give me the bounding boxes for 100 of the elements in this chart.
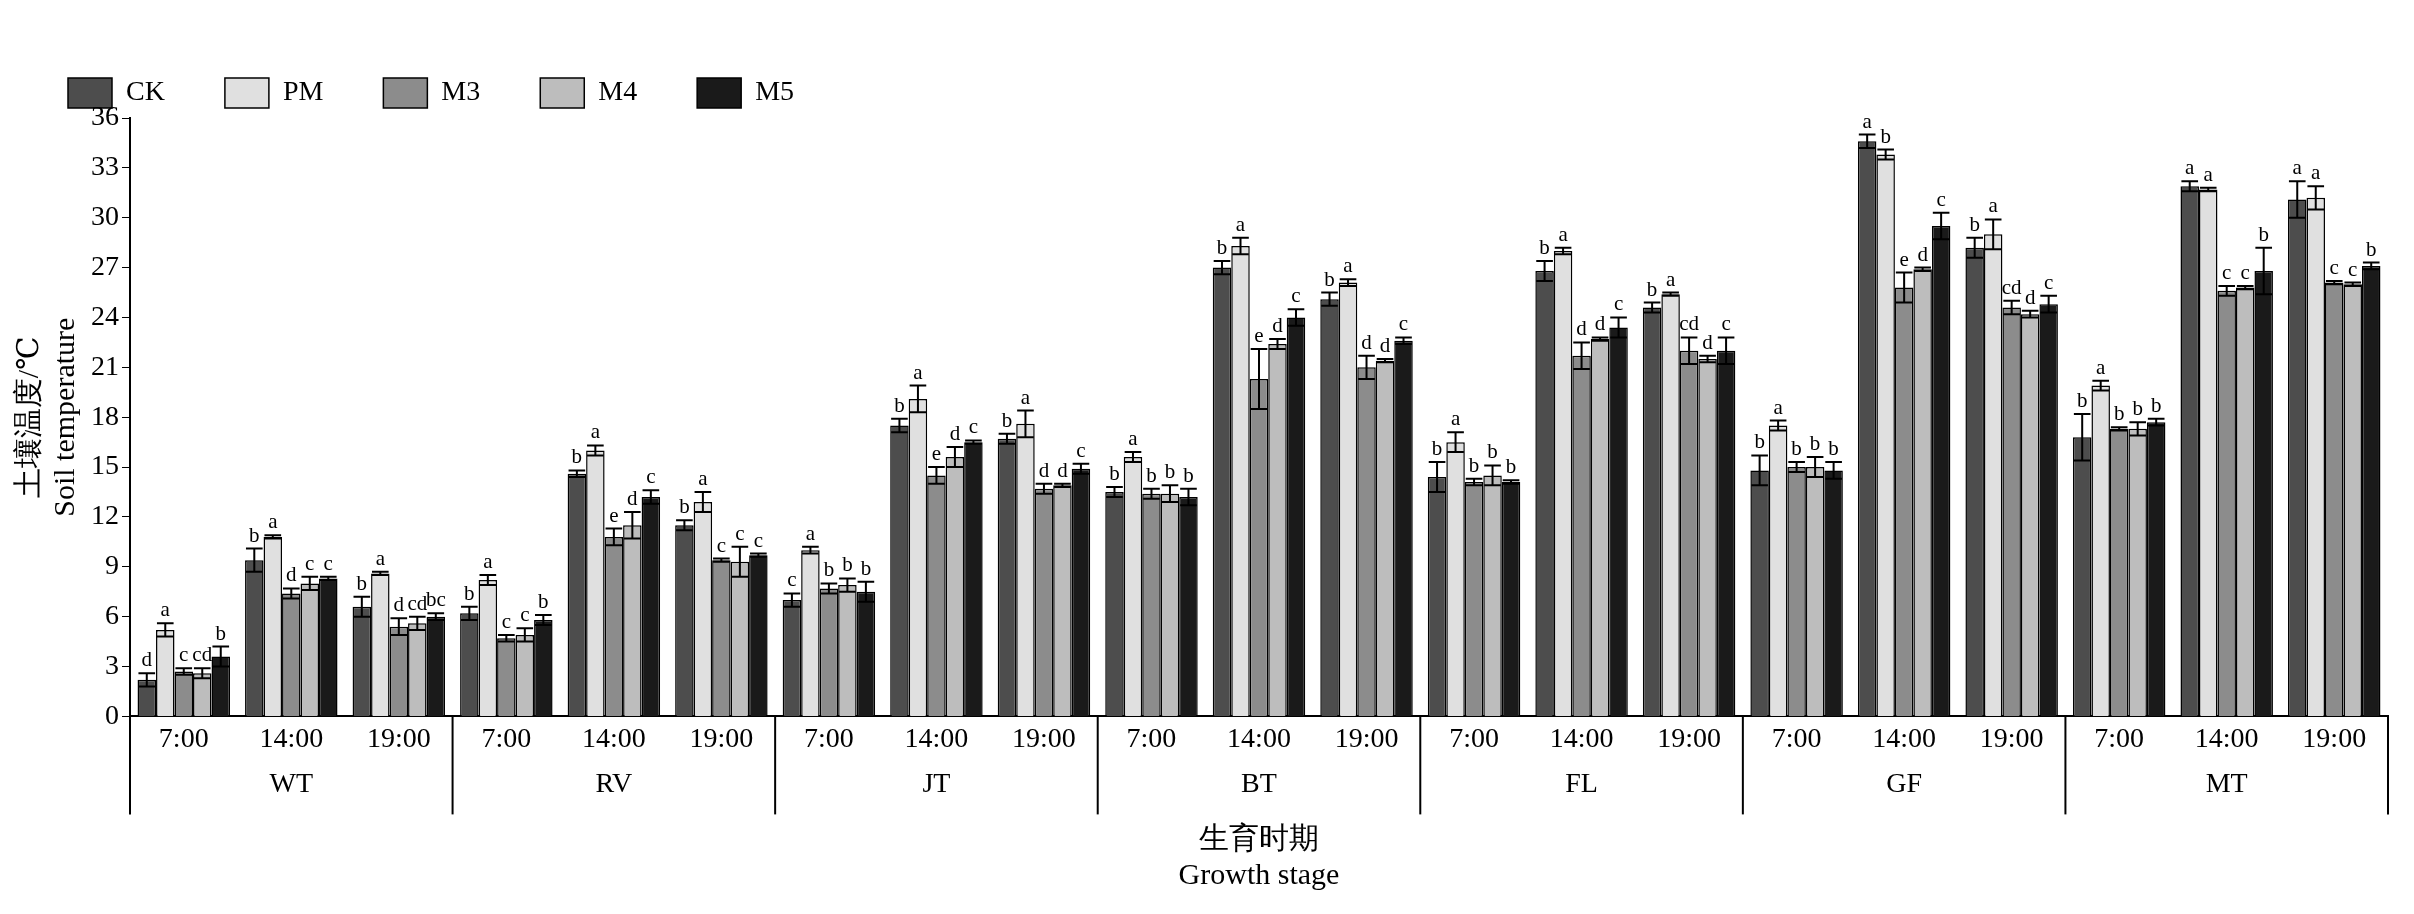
data-label: a [1128,426,1139,451]
data-label: b [1969,211,1980,236]
data-label: a [1988,193,1999,218]
text: MT [2205,766,2248,798]
data-label: a [1558,221,1569,246]
x-tick-label: 14:00 [904,721,969,753]
y-axis-title: 土壤温度/℃ Soil temperature [10,317,80,517]
data-label: cd [1679,311,1700,336]
x-tick-label: 19:00 [1012,721,1076,753]
x-tick-label: 19:00 [1334,721,1399,753]
x-tick-label: 14:00 [1872,721,1937,753]
y-tick-label: 6 [105,599,119,631]
y-tick-label: 27 [91,249,119,281]
data-label: a [1343,253,1354,278]
data-label: a [1235,211,1246,236]
data-label: a [1020,384,1031,409]
data-label: c [1613,291,1624,316]
data-label: c [520,602,530,627]
text: WT [269,766,314,798]
data-label: b [1880,123,1891,148]
data-label: b [2132,396,2143,421]
x-axis-title: 生育时期 Growth stage [1178,820,1340,890]
data-label: a [913,359,924,384]
legend-label: CK [126,75,165,107]
data-label: c [2240,259,2250,284]
x-tick-label: 7:00 [2094,721,2145,753]
data-label: b [1216,234,1228,259]
data-label: e [931,441,942,466]
data-label: d [286,562,298,587]
data-label: c [501,608,511,633]
x-tick-label: 14:00 [1227,721,1291,753]
x-tick-label: 7:00 [158,721,209,753]
y-tick-label: 12 [91,499,119,531]
data-label: a [1773,394,1784,419]
text: GF [1886,766,1923,798]
data-label: b [2258,221,2269,246]
data-label: c [1291,283,1301,308]
data-label: a [1665,266,1676,291]
data-label: c [2043,269,2054,294]
data-label: e [609,502,619,527]
data-label: b [1109,461,1120,486]
data-label: c [179,642,189,667]
data-label: cd [192,642,213,667]
data-label: d [627,485,639,510]
y-tick-label: 21 [91,349,119,381]
data-label: b [842,552,853,577]
text: RV [595,766,633,798]
data-label: a [375,545,386,570]
data-label: d [1917,241,1929,266]
data-label: a [2096,354,2107,379]
data-label: b [860,555,872,580]
data-label: c [1398,311,1409,336]
data-label: c [716,532,727,557]
data-label: b [1468,452,1480,477]
y-tick-label: 36 [91,100,119,132]
data-label: d [1702,329,1714,354]
data-label: a [2203,161,2214,186]
data-label: b [2113,401,2125,426]
data-label: b [1791,436,1802,461]
data-label: b [249,522,260,547]
data-label: b [1539,234,1550,259]
data-label: b [1001,407,1013,432]
data-label: b [2365,236,2377,261]
data-label: b [823,557,835,582]
data-label: a [2292,155,2303,180]
data-label: a [483,549,494,574]
x-tick-label: 14:00 [259,721,324,753]
y-tick-label: 3 [105,648,119,680]
x-tick-label: 7:00 [1126,721,1177,753]
text: JT [922,766,951,798]
data-label: b [2150,392,2162,417]
text: BT [1241,766,1277,798]
data-label: b [2076,387,2088,412]
data-label: b [1146,462,1157,487]
y-tick-label: 30 [91,200,119,232]
data-label: c [2222,259,2232,284]
data-label: d [1576,316,1588,341]
data-label: b [1828,436,1839,461]
data-label: d [2024,284,2036,309]
x-tick-label: 7:00 [1449,721,1499,753]
legend-label: PM [282,75,324,107]
y-tick-label: 9 [105,549,119,581]
data-label: d [141,647,153,672]
data-label: cd [2001,274,2023,299]
data-label: a [1450,406,1461,431]
data-label: c [1936,186,1946,211]
data-label: b [894,392,905,417]
data-label: b [1505,454,1517,479]
x-tick-label: 14:00 [1549,721,1614,753]
data-label: a [2311,160,2322,185]
x-tick-label: 19:00 [1657,721,1721,753]
data-label: a [160,597,171,622]
data-label: b [679,494,690,519]
x-tick-label: 19:00 [1979,721,2044,753]
legend-label: M3 [441,75,481,107]
data-label: c [323,550,333,575]
y-tick-label: 18 [91,399,119,431]
data-label: b [1809,431,1821,456]
data-label: d [1594,311,1606,336]
y-tick-label: 0 [105,698,119,730]
